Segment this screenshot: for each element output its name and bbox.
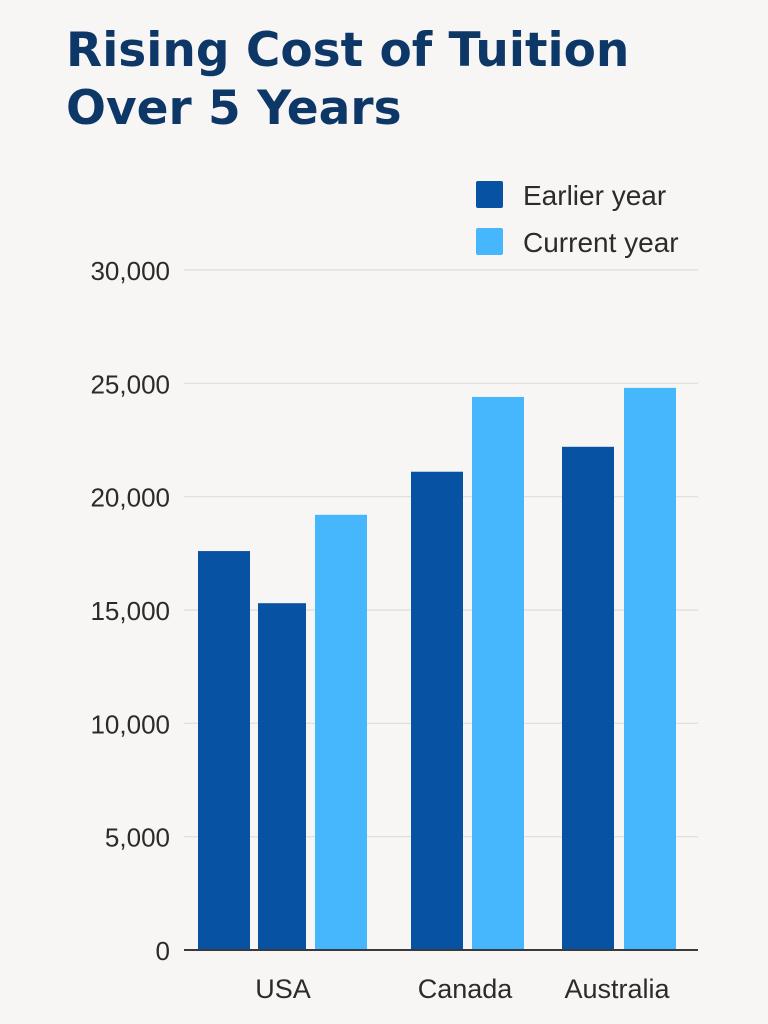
y-tick-label: 25,000 [90,369,170,399]
legend-label-current: Current year [523,227,679,258]
y-axis-tick-labels: 0 5,000 10,000 15,000 20,000 25,000 30,000 [90,256,170,966]
bar-usa-earlier [198,551,250,950]
y-tick-label: 15,000 [90,596,170,626]
x-category-label-australia: Australia [564,974,670,1004]
bar-usa-earlier [258,603,306,950]
y-tick-label: 20,000 [90,483,170,513]
bar-canada-earlier [411,471,463,950]
legend-label-earlier: Earlier year [523,180,666,211]
legend-swatch-current [476,228,503,255]
y-tick-label: 5,000 [105,823,170,853]
bar-canada-current [472,396,524,950]
y-tick-label: 0 [156,936,170,966]
bar-australia-earlier [562,446,614,950]
bars [198,387,676,950]
bar-australia-current [624,387,676,950]
x-category-label-usa: USA [255,974,311,1004]
y-tick-label: 10,000 [90,709,170,739]
x-category-label-canada: Canada [418,974,514,1004]
x-axis-category-labels: USA Canada Australia [255,974,670,1004]
legend: Earlier year Current year [476,180,679,258]
bar-usa-current [315,514,367,950]
y-tick-label: 30,000 [90,256,170,286]
chart-title: Rising Cost of Tuition Over 5 Years [66,23,630,136]
legend-swatch-earlier [476,181,503,208]
